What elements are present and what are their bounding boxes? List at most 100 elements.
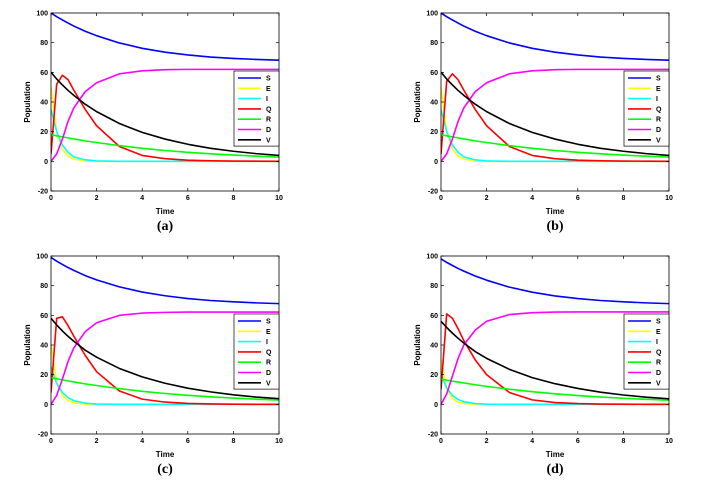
series-line-r (441, 378, 669, 401)
legend-label-q: Q (266, 349, 272, 356)
x-tick-label: 0 (439, 438, 443, 445)
series-line-d (51, 311, 279, 405)
legend-label-v: V (656, 137, 661, 144)
y-tick-label: 100 (426, 11, 438, 18)
legend-label-i: I (266, 339, 268, 346)
x-tick-label: 0 (49, 438, 53, 445)
series-line-s (441, 13, 669, 61)
legend-label-q: Q (656, 349, 662, 356)
x-tick-label: 8 (621, 438, 625, 445)
y-tick-label: 40 (40, 100, 48, 107)
legend-label-v: V (656, 380, 661, 387)
series-line-v (51, 71, 279, 157)
y-tick-label: 0 (434, 402, 438, 409)
y-tick-label: 0 (44, 159, 48, 166)
series-line-s (51, 256, 279, 305)
y-axis-label: Population (23, 81, 32, 122)
x-tick-label: 2 (95, 438, 99, 445)
x-tick-label: 10 (275, 195, 283, 202)
legend-label-q: Q (266, 106, 272, 113)
legend-label-e: E (656, 86, 661, 93)
y-tick-label: 80 (430, 283, 438, 290)
legend-label-d: D (656, 127, 661, 134)
legend-label-v: V (266, 137, 271, 144)
x-tick-label: 2 (485, 438, 489, 445)
y-tick-label: 60 (430, 313, 438, 320)
legend-label-s: S (656, 319, 661, 326)
legend-label-r: R (656, 117, 661, 124)
x-tick-label: 10 (275, 438, 283, 445)
x-tick-label: 6 (186, 195, 190, 202)
series-line-d (51, 68, 279, 162)
legend-label-e: E (656, 329, 661, 336)
series-line-q (51, 316, 279, 406)
series-line-r (51, 376, 279, 401)
y-tick-label: 60 (430, 70, 438, 77)
x-tick-label: 4 (530, 195, 534, 202)
series-line-q (51, 74, 279, 163)
legend-label-e: E (266, 86, 271, 93)
y-tick-label: 20 (430, 372, 438, 379)
series-line-s (441, 258, 669, 305)
panel-b: 0 2 4 6 8 10-20020406080100TimePopulation(b)S… (413, 11, 673, 235)
x-tick-label: 6 (576, 195, 580, 202)
legend-label-r: R (656, 360, 661, 367)
x-tick-label: 6 (186, 438, 190, 445)
y-tick-label: 40 (40, 343, 48, 350)
legend-label-s: S (656, 76, 661, 83)
series-line-q (441, 313, 669, 406)
series-line-r (441, 133, 669, 158)
x-axis-label: Time (156, 450, 175, 459)
panel-c: 0 2 4 6 8 10-20020406080100TimePopulation(c)S… (23, 254, 283, 478)
y-axis-label: Population (413, 81, 422, 122)
y-tick-label: 40 (430, 100, 438, 107)
y-tick-label: 20 (40, 372, 48, 379)
y-axis-label: Population (23, 324, 32, 365)
x-tick-label: 8 (621, 195, 625, 202)
y-tick-label: 80 (40, 283, 48, 290)
x-axis-label: Time (546, 450, 565, 459)
x-axis-label: Time (156, 207, 175, 216)
panel-label: (a) (157, 219, 174, 234)
panel-label: (b) (546, 219, 563, 234)
series-line-r (51, 133, 279, 158)
y-tick-label: 100 (36, 254, 48, 261)
x-tick-label: 0 (49, 195, 53, 202)
legend-label-e: E (266, 329, 271, 336)
y-tick-label: 100 (36, 11, 48, 18)
series-line-v (441, 71, 669, 157)
y-tick-label: 0 (44, 402, 48, 409)
x-tick-label: 10 (665, 438, 673, 445)
x-tick-label: 8 (231, 438, 235, 445)
y-tick-label: 100 (426, 254, 438, 261)
x-tick-label: 10 (665, 195, 673, 202)
y-tick-label: 20 (430, 129, 438, 136)
y-tick-label: -20 (38, 432, 48, 439)
legend-label-s: S (266, 319, 271, 326)
panel-a: 0 2 4 6 8 10-20020406080100TimePopulation(a)S… (23, 11, 283, 235)
y-tick-label: 80 (430, 40, 438, 47)
series-line-d (441, 311, 669, 405)
y-tick-label: -20 (428, 432, 438, 439)
x-axis-label: Time (546, 207, 565, 216)
x-tick-label: 4 (140, 438, 144, 445)
legend-label-i: I (266, 96, 268, 103)
y-tick-label: -20 (428, 189, 438, 196)
series-line-v (51, 317, 279, 400)
x-tick-label: 6 (576, 438, 580, 445)
y-axis-label: Population (413, 324, 422, 365)
y-tick-label: 60 (40, 70, 48, 77)
y-tick-label: -20 (38, 189, 48, 196)
legend-label-s: S (266, 76, 271, 83)
x-tick-label: 2 (485, 195, 489, 202)
legend-label-v: V (266, 380, 271, 387)
legend-label-r: R (266, 360, 271, 367)
x-tick-label: 0 (439, 195, 443, 202)
panel-label: (d) (546, 462, 563, 477)
legend-label-d: D (266, 127, 271, 134)
